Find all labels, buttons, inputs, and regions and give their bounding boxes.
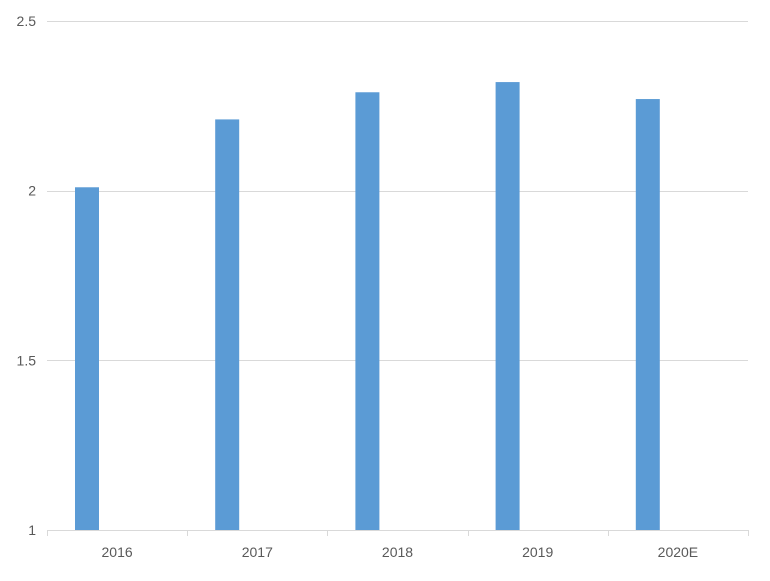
bar-2016 <box>75 187 99 531</box>
gridlines <box>47 21 748 361</box>
x-tick-label: 2016 <box>102 544 133 560</box>
bars <box>75 82 660 531</box>
y-tick-label: 1.5 <box>17 352 37 368</box>
bar-2020E <box>635 99 660 531</box>
y-tick-labels: 1 1.5 2 2.5 <box>17 13 37 538</box>
x-tick-label: 2018 <box>382 544 413 560</box>
x-tick-label: 2019 <box>522 544 553 560</box>
x-tick-label: 2017 <box>242 544 273 560</box>
y-tick-label: 2 <box>28 183 36 199</box>
y-tick-label: 2.5 <box>17 13 37 29</box>
y-tick-label: 1 <box>28 522 36 538</box>
axes <box>47 530 749 536</box>
bar-2018 <box>355 92 380 530</box>
x-tick-labels: 2016 2017 2018 2019 2020E <box>102 544 699 560</box>
bar-2017 <box>215 119 240 530</box>
x-tick-label: 2020E <box>658 544 698 560</box>
bar-2019 <box>495 82 520 530</box>
